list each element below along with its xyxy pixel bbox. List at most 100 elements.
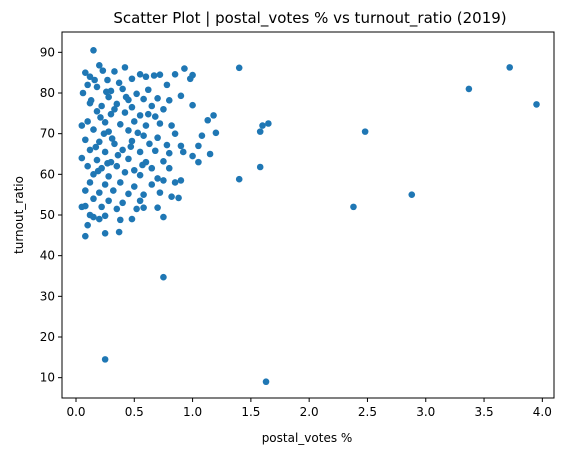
data-point [128,137,136,145]
data-point [177,142,185,150]
data-point [93,108,101,115]
data-point [156,120,164,127]
data-point [235,175,243,183]
data-point [154,204,161,211]
data-point [506,64,513,71]
data-point [105,93,112,101]
data-point [92,143,100,151]
data-point [99,67,107,74]
data-point [136,70,144,78]
data-point [142,122,150,129]
data-point [160,158,167,165]
data-point [125,127,132,134]
data-point [105,173,112,180]
data-point [119,199,126,207]
data-point [110,187,117,194]
chart-title: Scatter Plot | postal_votes % vs turnout… [113,9,506,28]
data-point [171,179,179,186]
data-point [181,65,188,72]
data-point [256,163,264,171]
data-point [84,81,91,89]
y-tick-label: 10 [40,371,55,385]
data-point [156,71,164,78]
x-tick-label: 2.5 [358,405,377,419]
data-point [408,191,416,198]
data-point [144,86,152,94]
data-point [113,205,121,213]
data-point [177,177,185,184]
data-point [130,118,138,125]
data-point [154,175,161,182]
data-point [165,149,173,157]
data-point [136,171,144,179]
data-point [136,148,144,156]
data-point [97,114,104,121]
data-point [151,147,159,155]
data-point [128,75,136,83]
data-point [204,116,212,124]
data-point [256,128,264,135]
data-point [163,141,171,149]
data-point [212,129,220,137]
data-point [82,187,89,194]
data-point [165,97,173,104]
x-tick-label: 0.5 [125,405,144,419]
data-point [133,205,140,213]
data-point [171,70,179,78]
data-point [148,102,156,110]
data-point [168,193,175,200]
data-point [113,100,121,108]
data-point [93,83,101,91]
data-point [116,179,124,186]
points-layer [78,47,540,386]
data-point [171,130,179,137]
data-point [465,85,473,93]
data-point [78,122,86,129]
data-point [101,181,109,188]
data-point [127,143,135,150]
data-point [111,140,118,148]
data-point [104,76,111,84]
data-point [142,73,150,81]
y-tick-label: 20 [40,330,55,344]
data-point [96,189,103,196]
x-tick-label: 1.0 [183,405,202,419]
data-point [154,134,161,142]
data-point [115,228,123,236]
data-point [104,160,111,167]
data-point [91,76,98,84]
data-point [154,94,161,102]
x-axis: 0.0 0.5 1.0 1.5 2.0 2.5 3.0 3.5 4.0 [66,398,552,419]
data-point [86,146,94,154]
data-point [82,232,89,240]
data-point [79,89,87,97]
data-point [121,169,129,176]
data-point [165,164,173,172]
data-point [210,112,217,119]
data-point [90,47,97,54]
data-point [116,216,124,224]
data-point [119,85,126,93]
x-tick-label: 3.5 [475,405,494,419]
data-point [101,118,109,126]
data-point [144,110,152,118]
data-point [136,112,144,119]
data-point [103,88,110,96]
data-point [265,120,272,127]
data-point [140,95,147,103]
data-point [259,122,266,129]
data-point [115,79,123,87]
plot-frame [61,31,555,399]
data-point [113,162,121,170]
data-point [128,215,136,223]
data-point [125,190,132,198]
data-point [168,122,175,129]
data-point [96,62,103,69]
data-point [82,69,89,76]
data-point [96,138,103,146]
data-point [175,194,182,202]
data-point [84,221,91,229]
data-point [119,146,126,154]
data-point [206,150,214,158]
